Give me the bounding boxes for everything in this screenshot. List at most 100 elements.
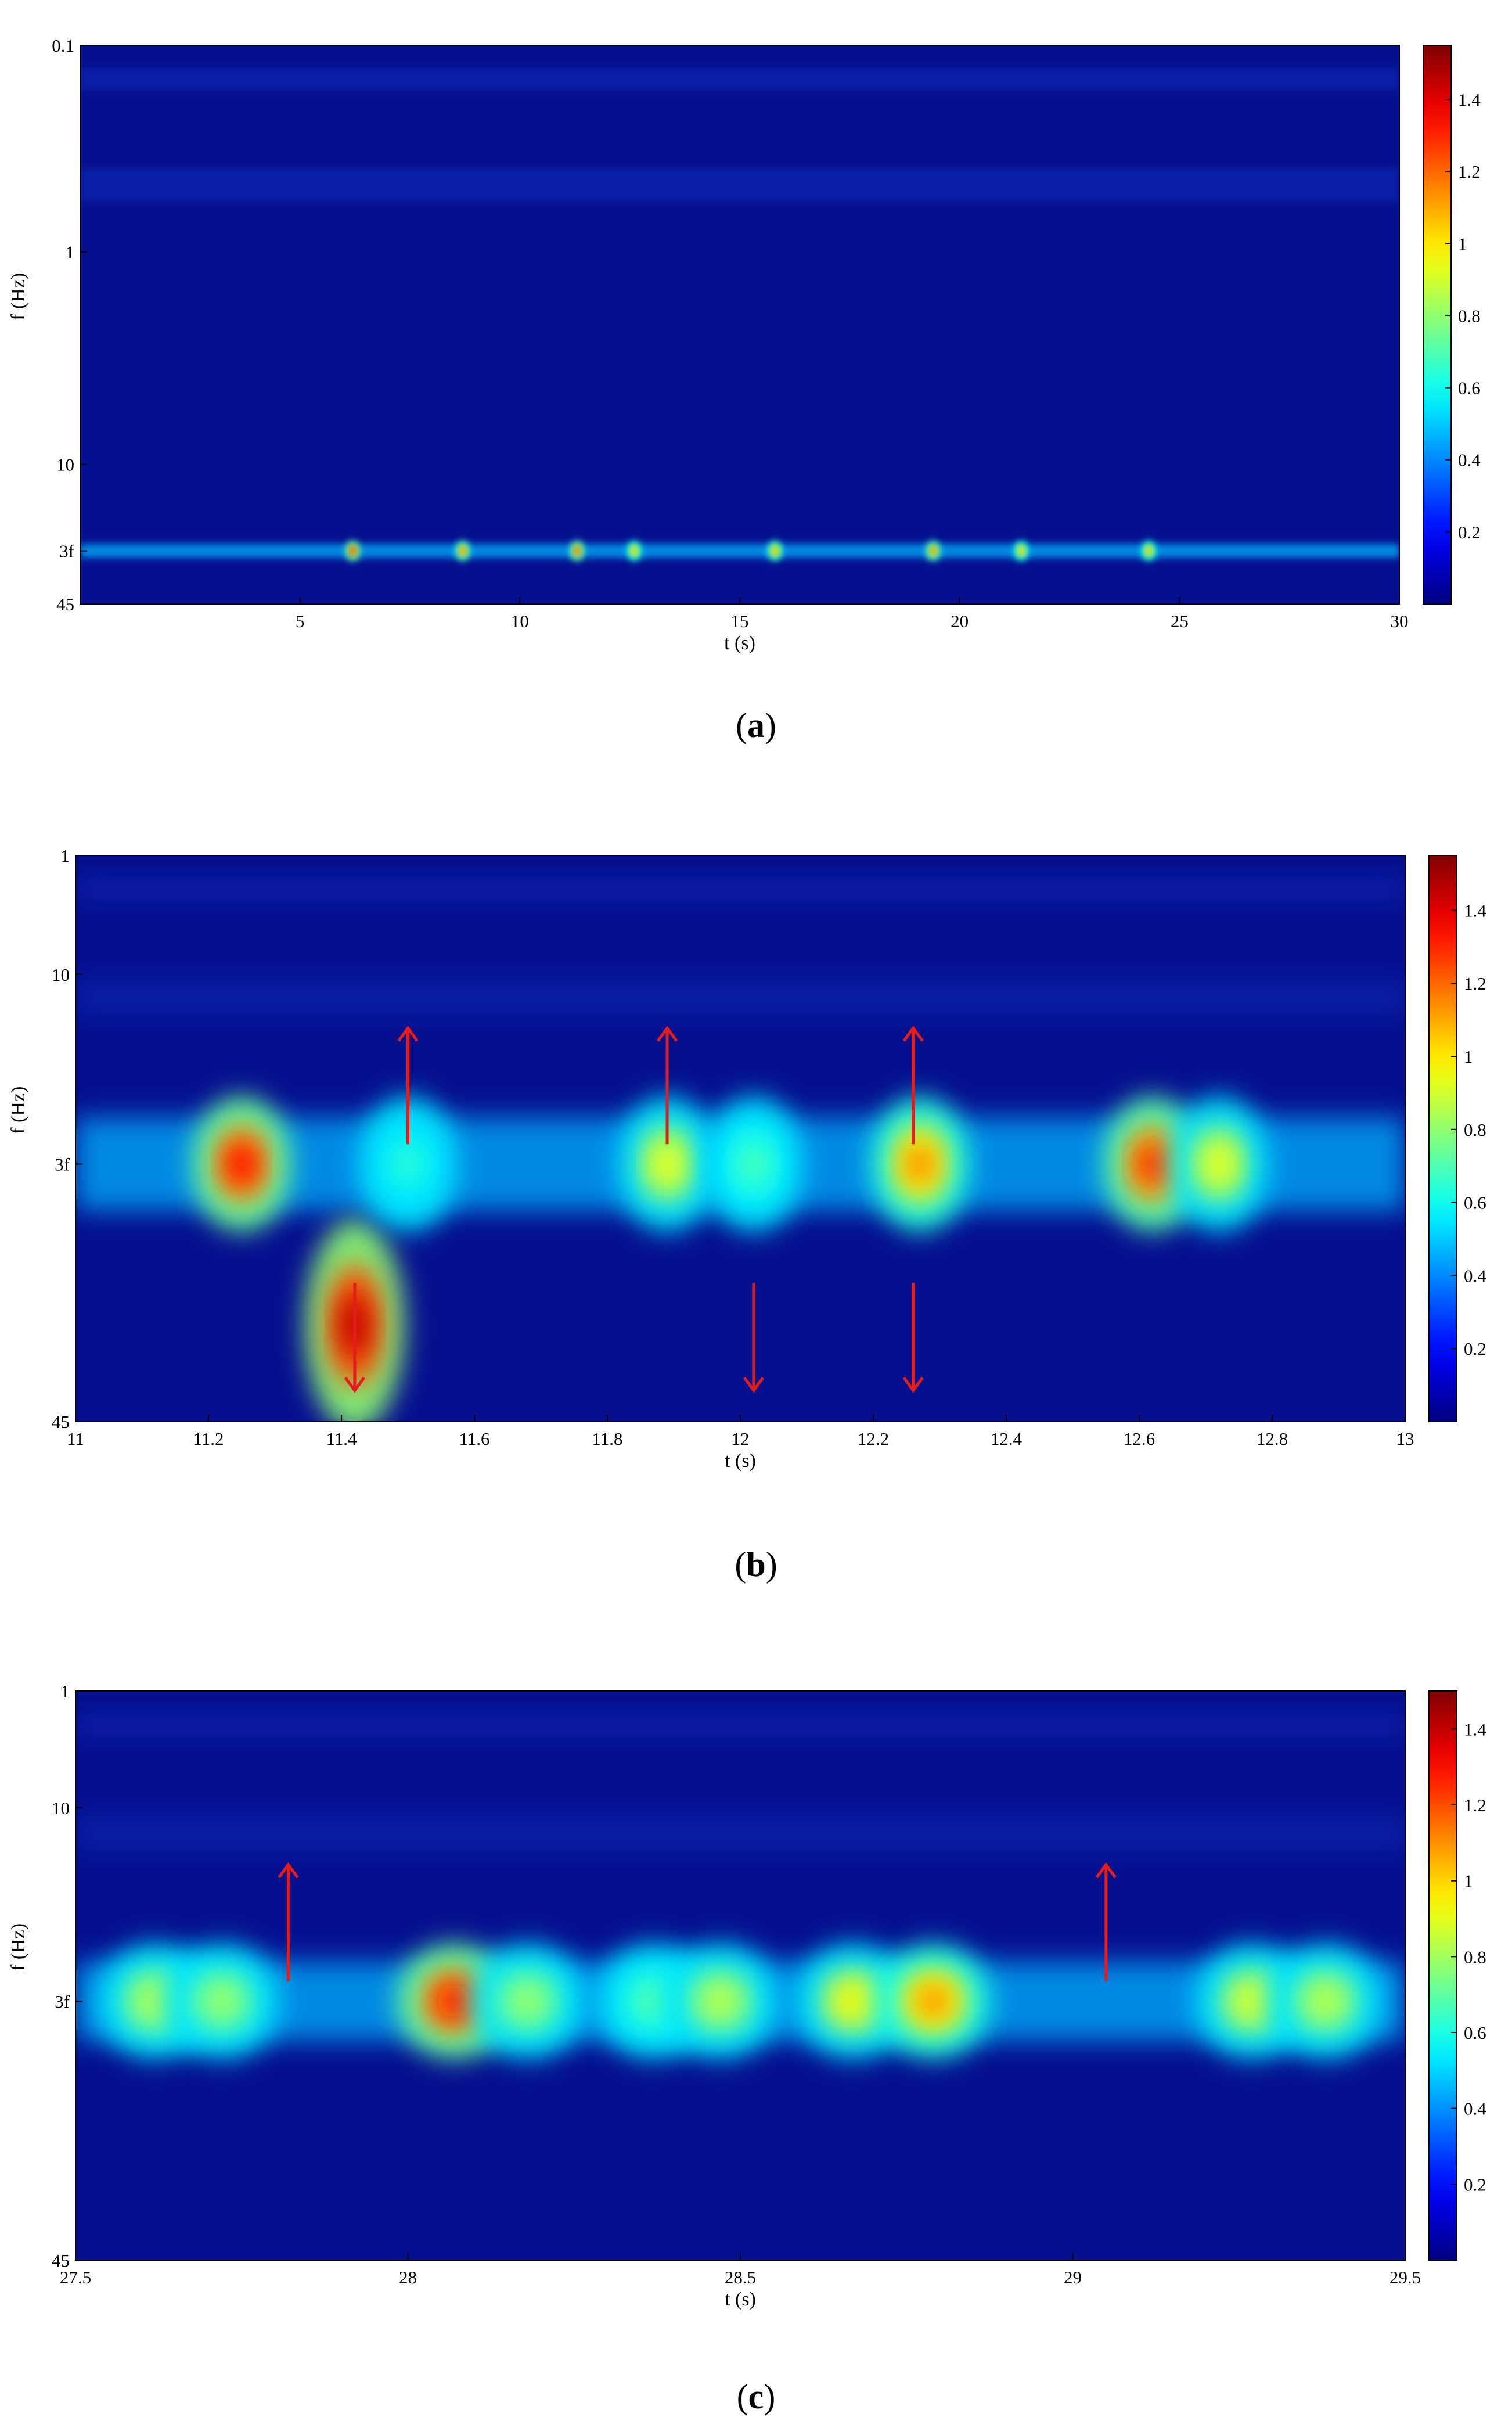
colorbar-tick-label: 0.8 (1464, 1120, 1486, 1140)
y-tick-label: 45 (52, 2250, 70, 2271)
colorbar-tick-label: 0.8 (1464, 1947, 1486, 1967)
hotspot (509, 1983, 546, 2019)
y-tick-label: 3f (59, 541, 75, 562)
hotspot (915, 1983, 951, 2019)
y-axis-label: f (Hz) (8, 273, 29, 321)
hotspot (1018, 548, 1024, 555)
hotspot (1137, 1143, 1168, 1185)
x-tick-label: 12.4 (991, 1429, 1023, 1449)
x-axis-label: t (s) (725, 1450, 756, 1472)
hotspot (931, 548, 936, 555)
colorbar (1428, 1690, 1457, 2261)
x-tick-label: 11.6 (459, 1429, 489, 1449)
hotspot (651, 1143, 683, 1185)
hotspot (1307, 1983, 1344, 2019)
colorbar-tick-label: 0.6 (1464, 2023, 1486, 2043)
colorbar-tick-label: 1.4 (1464, 900, 1486, 920)
hotspot (436, 1983, 473, 2019)
colorbar-tick-label: 0.6 (1464, 1193, 1486, 1213)
panel-caption: (a) (736, 706, 776, 744)
hotspot (835, 1983, 872, 2019)
x-tick-label: 11.4 (326, 1429, 357, 1449)
colorbar-tick-label: 0.8 (1458, 305, 1481, 326)
y-tick-label: 10 (52, 965, 70, 985)
y-tick-label: 45 (52, 1412, 70, 1432)
annotation-arrow-down (344, 1283, 365, 1393)
background-band (75, 980, 1405, 1014)
y-tick-label: 1 (66, 242, 75, 262)
plot-background (80, 45, 1399, 604)
x-tick-label: 13 (1396, 1429, 1414, 1449)
colorbar-tick-label: 0.4 (1464, 1265, 1486, 1286)
colorbar-tick-label: 0.2 (1464, 2174, 1486, 2195)
x-tick-label: 12.6 (1124, 1429, 1155, 1449)
x-tick-label: 28.5 (725, 2267, 756, 2287)
x-tick-label: 11.2 (193, 1429, 224, 1449)
x-tick-label: 12 (732, 1429, 750, 1449)
annotation-arrow-up (278, 1862, 299, 1981)
panel-caption: (b) (735, 1545, 777, 1584)
y-tick-label: 10 (52, 1798, 70, 1818)
y-axis-label: f (Hz) (8, 1087, 29, 1134)
x-tick-label: 11 (67, 1429, 84, 1449)
hotspot (460, 548, 465, 555)
hotspot (226, 1143, 257, 1185)
colorbar-tick-label: 1 (1458, 233, 1467, 254)
hotspot (738, 1143, 769, 1185)
colorbar-tick-label: 0.2 (1464, 1339, 1486, 1359)
y-tick-label: 3f (55, 1154, 70, 1174)
x-tick-label: 30 (1391, 611, 1409, 631)
panel-a: 5 10 15 20 25 30 0.1 1 10 3f 45 t (s) f (Hz) 0.2 0.4 0.… (0, 0, 1512, 778)
background-band (75, 878, 1405, 901)
colorbar-tick-label: 1.4 (1464, 1719, 1486, 1739)
panel-b: 11 11.2 11.4 11.6 11.8 12 12.2 12.4 12.6 12.8 13 1 1… (0, 825, 1512, 1638)
x-axis-label: t (s) (724, 632, 755, 654)
background-band (80, 67, 1399, 90)
y-tick-label: 3f (55, 1991, 70, 2012)
annotation-arrow-up (902, 1026, 924, 1145)
x-tick-label: 29 (1064, 2267, 1082, 2287)
annotation-arrow-up (1095, 1862, 1117, 1981)
x-tick-label: 11.8 (592, 1429, 622, 1449)
colorbar-tick-label: 1.2 (1464, 973, 1486, 994)
spectrogram-a: 5 10 15 20 25 30 0.1 1 10 3f 45 t (s) f (Hz) 0.2 0.4 0.… (8, 35, 1481, 654)
panel-c: 27.5 28 28.5 29 29.5 1 10 3f 45 t (s) f (Hz) 0.2 0.4… (0, 1661, 1512, 2428)
hotspot (702, 1983, 739, 2019)
annotation-arrow-down (902, 1283, 924, 1393)
background-band (75, 1714, 1405, 1737)
hotspot (1234, 1983, 1270, 2019)
panel-caption: (c) (736, 2377, 776, 2416)
hotspot (1146, 548, 1151, 555)
hotspot (1204, 1143, 1234, 1185)
hotspot (204, 1983, 240, 2019)
x-tick-label: 28 (399, 2267, 417, 2287)
hotspot (636, 1983, 672, 2019)
x-tick-label: 20 (951, 611, 969, 631)
y-axis-label: f (Hz) (8, 1923, 29, 1971)
background-band (75, 1816, 1405, 1851)
y-tick-label: 45 (56, 594, 74, 614)
colorbar-tick-label: 1.2 (1464, 1795, 1486, 1815)
colorbar-tick-label: 0.6 (1458, 378, 1481, 398)
hotspot (772, 548, 777, 555)
colorbar (1423, 45, 1452, 605)
spectrogram-c: 27.5 28 28.5 29 29.5 1 10 3f 45 t (s) f (Hz) 0.2 0.4… (8, 1681, 1486, 2310)
colorbar-tick-label: 0.4 (1458, 450, 1481, 470)
x-tick-label: 27.5 (60, 2267, 91, 2287)
frequency-band-3f (80, 544, 1399, 558)
colorbar-tick-label: 1 (1464, 1871, 1473, 1891)
x-tick-label: 10 (511, 611, 529, 631)
annotation-arrow-up (657, 1026, 678, 1145)
hotspot (574, 548, 579, 555)
colorbar-tick-label: 1 (1464, 1046, 1473, 1067)
colorbar-tick-label: 1.2 (1458, 161, 1481, 182)
hotspot (350, 548, 355, 555)
hotspot (904, 1143, 935, 1185)
x-tick-label: 25 (1171, 611, 1189, 631)
y-tick-label: 1 (61, 1681, 70, 1702)
x-tick-label: 12.8 (1257, 1429, 1288, 1449)
x-tick-label: 29.5 (1389, 2267, 1421, 2287)
background-band (80, 168, 1399, 202)
x-axis-label: t (s) (725, 2289, 756, 2310)
annotation-arrow-up (397, 1026, 419, 1145)
